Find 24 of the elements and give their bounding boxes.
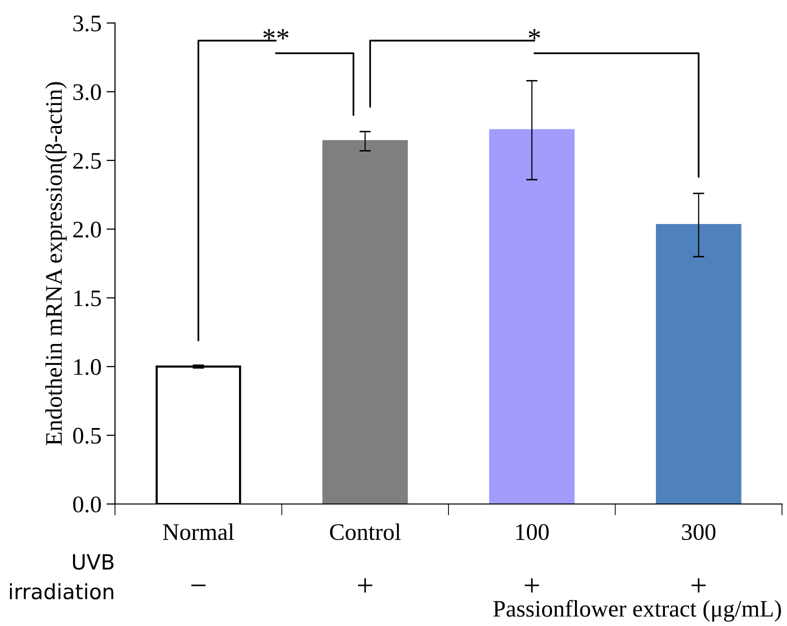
text: + [524, 578, 539, 592]
bar [489, 129, 575, 504]
y-tick-label: 0.5 [73, 428, 101, 444]
x-tick-label: 100 [516, 524, 549, 540]
x-tick-label: Control [330, 523, 401, 540]
y-tick-label: 1.0 [74, 359, 101, 376]
bar [322, 140, 408, 504]
text: Passionflower extract (μg/mL) [493, 600, 781, 622]
text: − [191, 584, 206, 586]
bar [656, 224, 742, 504]
y-tick-label: 1.5 [74, 290, 101, 306]
y-tick-label: 3.5 [73, 16, 101, 32]
annotation: * [528, 29, 540, 40]
y-tick-label: 3.0 [73, 84, 101, 100]
x-tick-label: Normal [162, 523, 234, 540]
y-tick-label: 0.0 [73, 496, 101, 513]
text: + [358, 578, 372, 592]
text: + [692, 578, 706, 592]
x-tick-label: 300 [682, 524, 716, 540]
annotation: ** [263, 29, 288, 40]
text: UVB irradiation [10, 554, 114, 600]
y-tick-label: 2.0 [73, 222, 101, 238]
y-axis-title: Endothelin mRNA expression(β-actin) [45, 82, 67, 446]
y-tick-label: 2.5 [73, 152, 101, 169]
